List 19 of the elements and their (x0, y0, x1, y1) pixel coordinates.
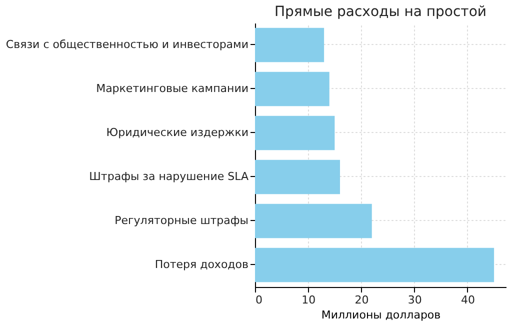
y-tick-label: Регуляторные штрафы (114, 214, 248, 227)
x-tick-label: 30 (408, 294, 422, 306)
x-tick-label: 20 (354, 294, 369, 306)
chart-title: Прямые расходы на простой (274, 4, 487, 20)
y-tick-label: Маркетинговые кампании (96, 82, 248, 95)
y-tick-label: Юридические издержки (106, 126, 248, 139)
bar (255, 72, 330, 106)
bar (255, 204, 372, 238)
y-tick-label: Потеря доходов (154, 258, 248, 271)
bar (255, 160, 340, 194)
y-tick-label: Штрафы за нарушение SLA (89, 170, 249, 183)
y-tick-label: Связи с общественностью и инвесторами (6, 38, 248, 51)
bar (255, 248, 494, 282)
x-axis-title: Миллионы долларов (321, 308, 441, 322)
x-tick-label: 10 (302, 294, 316, 306)
bar (255, 28, 324, 62)
x-tick-label: 0 (256, 294, 262, 306)
bar (255, 116, 335, 150)
x-tick-label: 40 (460, 294, 475, 306)
